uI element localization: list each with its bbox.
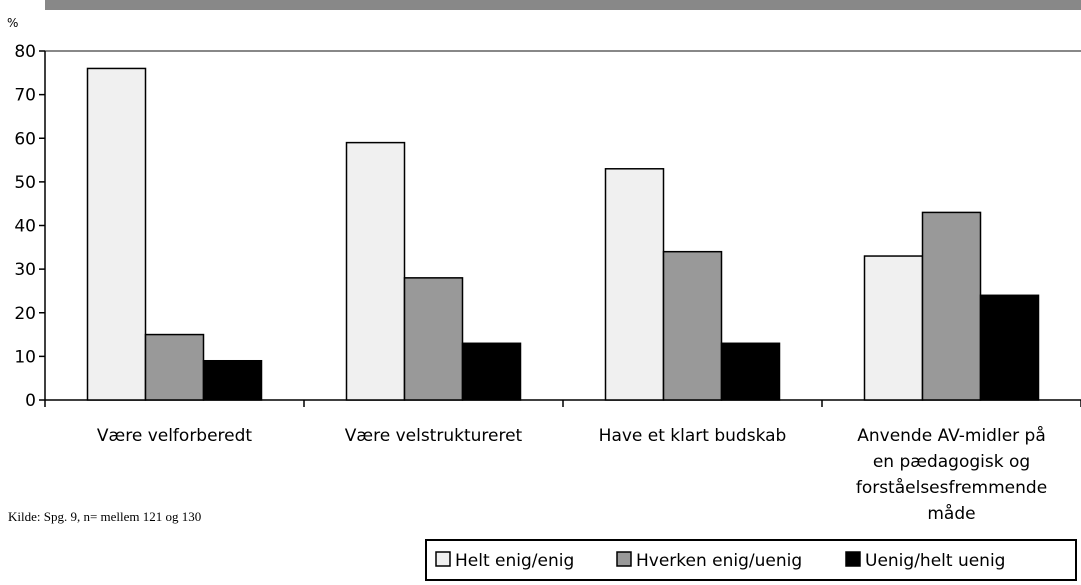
y-tick-label: 50: [14, 173, 36, 193]
category-label: en pædagogisk og: [873, 452, 1030, 472]
category-label: Være velstruktureret: [345, 426, 523, 446]
bars: [86, 67, 1040, 401]
bar: [662, 250, 723, 401]
top-banner: [45, 0, 1081, 10]
bar: [403, 277, 464, 401]
category-labels: Være velforberedt Være velstruktureret Hav…: [97, 425, 1047, 524]
bar: [86, 67, 147, 401]
unit-label: %: [7, 16, 18, 30]
y-tick-label: 60: [14, 129, 36, 149]
category-label: Have et klart budskab: [599, 426, 787, 446]
legend-swatch: [616, 551, 632, 567]
y-tick-label: 80: [14, 42, 36, 62]
category-label: forståelsesfremmende: [856, 477, 1047, 498]
source-note: Kilde: Spg. 9, n= mellem 121 og 130: [8, 509, 201, 524]
legend-label: Uenig/helt uenig: [865, 551, 1005, 571]
bar: [863, 255, 924, 401]
y-tick-label: 10: [14, 347, 36, 367]
category-label: Være velforberedt: [97, 426, 253, 446]
y-axis: 0 10 20 30 40 50 60 70 80: [14, 42, 46, 411]
legend: Helt enig/enig Hverken enig/uenig Uenig/he…: [425, 539, 1077, 581]
legend-label: Hverken enig/uenig: [636, 551, 802, 571]
legend-swatch: [435, 551, 451, 567]
y-tick-label: 30: [14, 260, 36, 280]
bar: [202, 359, 263, 401]
legend-frame: [425, 539, 1077, 581]
bar: [720, 342, 781, 401]
y-tick-label: 70: [14, 86, 36, 106]
bar: [144, 333, 205, 401]
category-label: Anvende AV-midler på: [857, 425, 1046, 446]
bar: [345, 141, 406, 401]
legend-swatch: [845, 551, 861, 567]
bar: [461, 342, 522, 401]
y-tick-label: 40: [14, 217, 36, 237]
category-label: måde: [927, 503, 975, 524]
x-axis: [44, 399, 1081, 407]
bar: [979, 294, 1040, 401]
bar: [921, 211, 982, 401]
y-tick-label: 20: [14, 304, 36, 324]
legend-label: Helt enig/enig: [455, 551, 574, 571]
y-tick-label: 0: [25, 391, 36, 411]
bar: [604, 168, 665, 401]
